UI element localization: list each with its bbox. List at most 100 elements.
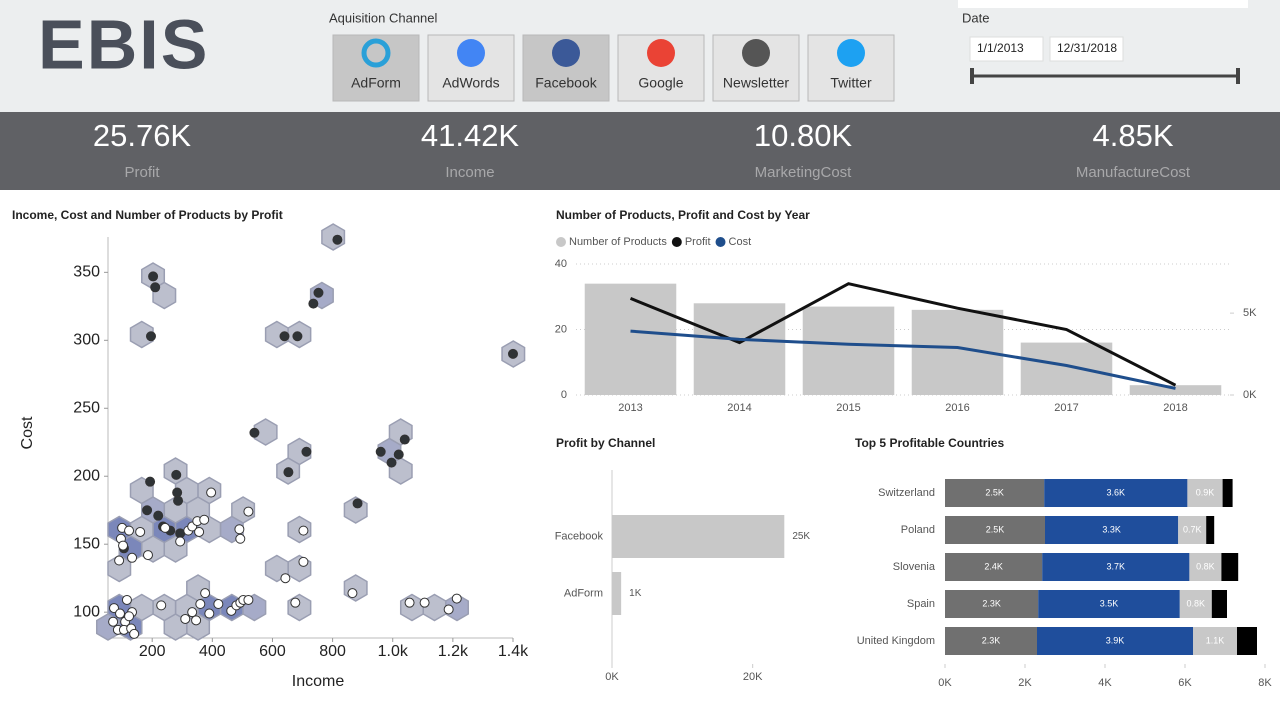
point [206, 487, 217, 498]
point [290, 597, 301, 608]
hexbin [253, 418, 278, 446]
legend-marker [556, 237, 566, 247]
y2-tick-label: 5K [1243, 307, 1257, 319]
x-tick-label: 400 [199, 643, 226, 660]
channel-label: AdForm [351, 75, 401, 91]
point [234, 524, 245, 535]
point [172, 487, 183, 498]
slider-handle[interactable] [970, 68, 974, 84]
point [148, 271, 159, 282]
date-start: 1/1/2013 [977, 41, 1024, 55]
date-start-box[interactable] [969, 36, 1044, 62]
x-tick-label: 200 [139, 643, 166, 660]
point [180, 613, 191, 624]
value-label: 3.6K [1107, 487, 1126, 497]
bar-segment [1044, 479, 1188, 507]
channel-icon [457, 39, 485, 67]
value-label: 3.9K [1106, 635, 1125, 645]
channel-button[interactable] [712, 34, 800, 102]
kpi-band [0, 112, 1280, 190]
bar-segment [945, 479, 1045, 507]
y-tick-label: 40 [555, 258, 567, 270]
legend-marker [715, 237, 726, 247]
channel-button[interactable] [807, 34, 895, 102]
y-tick-label: 350 [73, 264, 100, 281]
value-label: 3.7K [1107, 561, 1126, 571]
bar [1020, 342, 1113, 395]
point [399, 434, 410, 445]
x-tick-label: 2K [1018, 677, 1032, 689]
x-tick-label: 2014 [727, 402, 751, 414]
point [160, 522, 171, 533]
kpi-label: Profit [124, 164, 160, 181]
point [279, 331, 290, 342]
point [280, 573, 291, 584]
value-label: 25K [792, 531, 810, 542]
channel-button[interactable] [332, 34, 420, 102]
y-tick-label: United Kingdom [857, 635, 935, 647]
point [235, 533, 246, 544]
point [142, 550, 153, 561]
legend-label: Cost [729, 236, 752, 248]
kpi-value: 25.76K [93, 118, 192, 153]
date-end-box[interactable] [1049, 36, 1124, 62]
x-tick-label: 2016 [945, 402, 969, 414]
point [200, 588, 211, 599]
point [292, 331, 303, 342]
value-label: 1K [629, 588, 642, 599]
chart-title: Number of Products, Profit and Cost by Y… [556, 208, 810, 222]
y-tick-label: Switzerland [878, 487, 935, 499]
channel-label: Google [638, 75, 683, 91]
y-tick-label: 20 [555, 323, 567, 335]
value-label: 3.3K [1102, 524, 1121, 534]
point [298, 556, 309, 567]
bar-segment [1179, 590, 1212, 618]
bar-segment [1193, 627, 1237, 655]
point [124, 611, 135, 622]
hexbin [343, 574, 368, 602]
point [194, 526, 205, 537]
header-strip [958, 0, 1248, 8]
point [135, 526, 146, 537]
kpi-label: MarketingCost [755, 164, 853, 181]
y-tick-label: 300 [73, 332, 100, 349]
point [313, 287, 324, 298]
point [175, 536, 186, 547]
chart-title: Income, Cost and Number of Products by P… [12, 208, 283, 222]
y-tick-label: 0 [561, 389, 567, 401]
value-label: 2.5K [986, 524, 1005, 534]
channel-title: Aquisition Channel [329, 10, 438, 25]
point [195, 599, 206, 610]
point [191, 615, 202, 626]
bar-segment [1038, 590, 1180, 618]
slider-handle[interactable] [1236, 68, 1240, 84]
x-tick-label: 8K [1258, 677, 1272, 689]
point [173, 495, 184, 506]
channel-icon [837, 39, 865, 67]
channel-icon [552, 39, 580, 67]
bar-segment [1178, 516, 1207, 544]
bar-segment [1206, 516, 1215, 544]
value-label: 0.9K [1196, 487, 1215, 497]
point [386, 457, 397, 468]
kpi-value: 41.42K [421, 118, 520, 153]
bar-segment [1037, 627, 1193, 655]
value-label: 0.8K [1187, 598, 1206, 608]
y-tick-label: 200 [73, 467, 100, 484]
bar-segment [1187, 479, 1223, 507]
value-label: 2.5K [985, 487, 1004, 497]
x-axis-label: Income [292, 673, 345, 690]
y-tick-label: Poland [901, 524, 935, 536]
kpi-label: ManufactureCost [1076, 164, 1191, 181]
point [127, 552, 138, 563]
point [243, 506, 254, 517]
point [308, 298, 319, 309]
x-tick-label: 2018 [1163, 402, 1187, 414]
point [145, 331, 156, 342]
point [347, 588, 358, 599]
y-axis-label: Cost [19, 416, 36, 449]
point [118, 540, 129, 551]
kpi-value: 4.85K [1092, 118, 1173, 153]
point [115, 608, 126, 619]
